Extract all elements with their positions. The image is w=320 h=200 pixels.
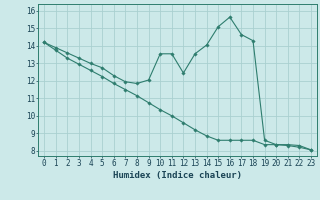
X-axis label: Humidex (Indice chaleur): Humidex (Indice chaleur) — [113, 171, 242, 180]
